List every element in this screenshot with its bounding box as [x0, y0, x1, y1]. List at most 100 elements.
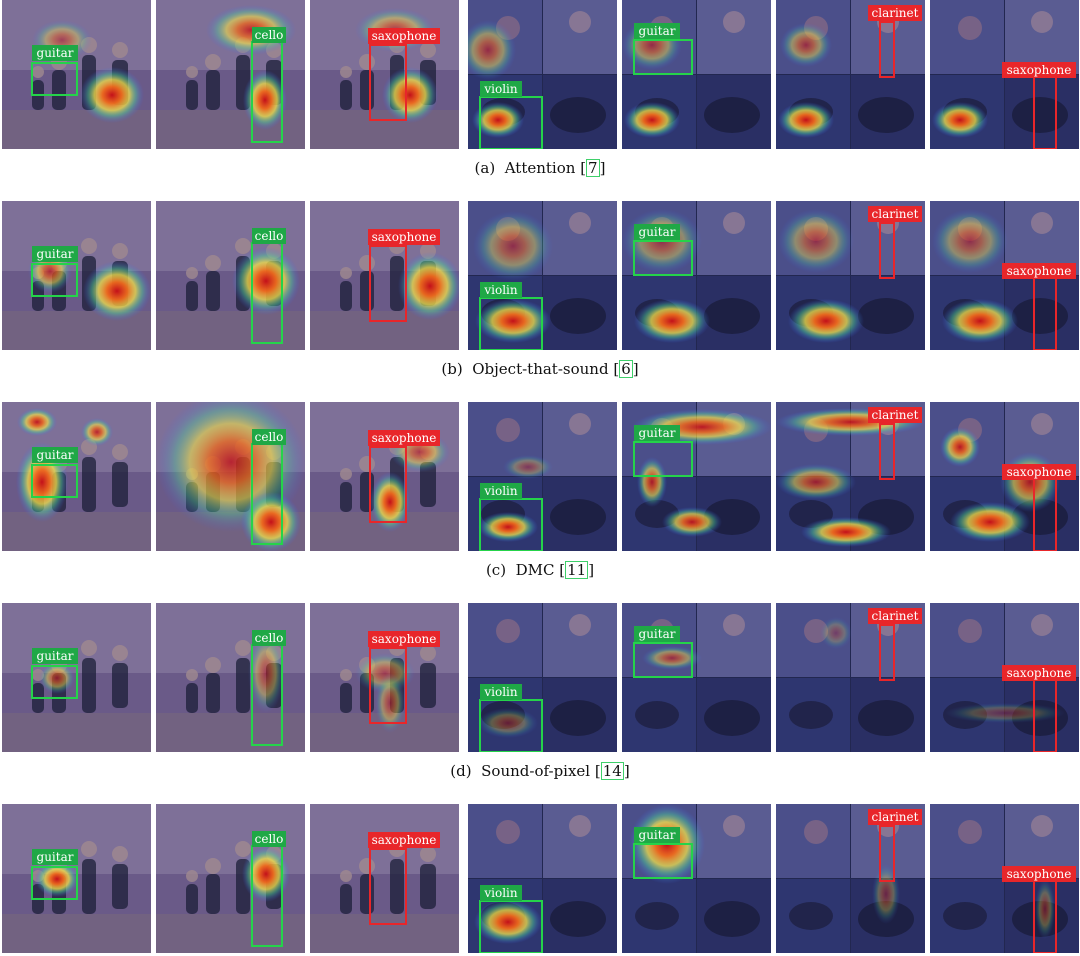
image-panel: cello [156, 201, 305, 350]
label-tag [480, 684, 522, 700]
row-object-that-sound: guitar cello saxophone violin guitar clarinet… [0, 201, 1080, 350]
bounding-box [31, 62, 78, 96]
label-tag [868, 407, 922, 423]
heatmap-image: violin [468, 0, 617, 149]
image-panel: guitar [2, 0, 151, 149]
image-panel: guitar [2, 603, 151, 752]
image-panel: guitar [2, 402, 151, 551]
heatmap-image: saxophone [310, 0, 459, 149]
heatmap-image: guitar [622, 603, 771, 752]
label-tag [868, 5, 922, 21]
image-panel: cello [156, 402, 305, 551]
label-tag-text: guitar [639, 627, 676, 641]
label-tag-text: saxophone [372, 230, 437, 244]
ref-link[interactable]: 7 [586, 159, 600, 177]
label-tag [480, 81, 522, 97]
bounding-box [31, 263, 78, 297]
label-tag-text: violin [483, 484, 518, 498]
label-tag-text: clarinet [872, 810, 919, 824]
heatmap-image: saxophone [930, 804, 1079, 953]
bounding-box [31, 464, 78, 498]
bounding-box [31, 866, 78, 900]
label-tag [252, 228, 286, 244]
label-tag [368, 28, 440, 44]
label-tag [368, 832, 440, 848]
image-panel: guitar [622, 804, 771, 953]
label-tag [1002, 62, 1076, 78]
heatmap-image: clarinet [776, 603, 925, 752]
label-tag [32, 246, 78, 262]
label-tag [634, 224, 680, 240]
ref-link[interactable]: 14 [600, 762, 624, 780]
label-tag-text: violin [483, 283, 518, 297]
label-tag-text: guitar [639, 225, 676, 239]
bounding-box [633, 642, 693, 678]
bounding-box [879, 423, 895, 480]
label-tag-text: cello [255, 28, 284, 42]
bounding-box [369, 44, 407, 121]
heatmap-image: cello [156, 0, 305, 149]
image-panel: violin [468, 201, 617, 350]
bounding-box [369, 848, 407, 925]
label-tag [480, 885, 522, 901]
row-dmc: guitar cello saxophone violin guitar clarinet… [0, 402, 1080, 551]
heatmap-image: cello [156, 603, 305, 752]
label-tag-text: guitar [639, 828, 676, 842]
label-tag [634, 425, 680, 441]
label-tag-text: saxophone [1007, 465, 1072, 479]
heatmap-image: guitar [622, 201, 771, 350]
label-tag [1002, 866, 1076, 882]
image-panel: clarinet [776, 804, 925, 953]
bounding-box [369, 245, 407, 322]
image-panel: guitar [2, 804, 151, 953]
heatmap-image: cello [156, 402, 305, 551]
label-tag [868, 809, 922, 825]
label-tag-text: guitar [37, 850, 74, 864]
image-panel: saxophone [930, 201, 1079, 350]
label-tag [634, 23, 680, 39]
heatmap-image: saxophone [930, 402, 1079, 551]
label-tag-text: clarinet [872, 609, 919, 623]
label-tag [480, 282, 522, 298]
label-tag-text: guitar [37, 247, 74, 261]
bounding-box [879, 222, 895, 279]
label-tag-text: clarinet [872, 408, 919, 422]
heatmap-image: guitar [2, 201, 151, 350]
heatmap-image: guitar [2, 804, 151, 953]
heatmap-image: saxophone [310, 603, 459, 752]
image-panel: clarinet [776, 402, 925, 551]
bounding-box [369, 647, 407, 724]
label-tag-text: cello [255, 832, 284, 846]
image-panel: clarinet [776, 0, 925, 149]
ref-link[interactable]: 6 [619, 360, 633, 378]
heatmap-image: clarinet [776, 804, 925, 953]
label-tag-text: guitar [37, 46, 74, 60]
image-panel: saxophone [310, 201, 459, 350]
image-panel: guitar [622, 603, 771, 752]
image-panel: saxophone [930, 603, 1079, 752]
label-tag [1002, 464, 1076, 480]
ref-link[interactable]: 11 [565, 561, 589, 579]
image-panel: clarinet [776, 603, 925, 752]
heatmap-image: clarinet [776, 0, 925, 149]
label-tag-text: violin [483, 82, 518, 96]
heatmap-image: violin [468, 402, 617, 551]
label-tag [368, 430, 440, 446]
label-tag [868, 608, 922, 624]
label-tag [1002, 665, 1076, 681]
heatmap-image: saxophone [310, 804, 459, 953]
label-tag [252, 429, 286, 445]
label-tag-text: saxophone [1007, 867, 1072, 881]
label-tag-text: guitar [37, 448, 74, 462]
label-tag [368, 229, 440, 245]
heatmap-image: saxophone [310, 402, 459, 551]
label-tag-text: saxophone [1007, 63, 1072, 77]
bounding-box [879, 825, 895, 882]
image-panel: saxophone [310, 603, 459, 752]
heatmap-image: cello [156, 201, 305, 350]
heatmap-image: guitar [622, 402, 771, 551]
label-tag-text: violin [483, 886, 518, 900]
heatmap-image: clarinet [776, 201, 925, 350]
row-attention: guitar cello saxophone violin guitar clarinet… [0, 0, 1080, 149]
heatmap-image: violin [468, 804, 617, 953]
